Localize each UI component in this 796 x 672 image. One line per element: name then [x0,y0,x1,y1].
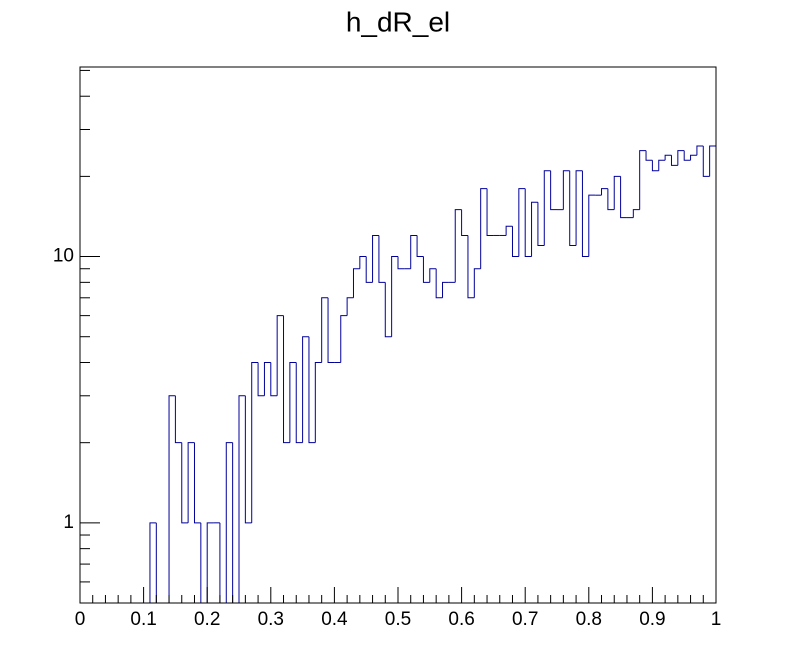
histogram-bin [607,188,615,211]
histogram-bin [645,150,653,161]
histogram-bin [461,209,468,236]
histogram-bin [200,522,202,603]
histogram-bin [531,201,538,257]
histogram-bin [416,235,424,258]
histogram-bin [422,256,430,283]
histogram-bin [193,442,201,524]
histogram-bin [613,175,621,210]
histogram-bin [632,209,640,218]
plot-area [149,145,716,603]
histogram-bin [327,297,335,364]
histogram-bin [664,154,672,161]
frame [79,66,717,604]
x-tick-label: 0 [75,609,86,630]
histogram-bin [601,188,608,196]
histogram-bin [283,315,290,444]
chart-title: h_dR_el [346,6,450,37]
histogram-bin [314,362,322,443]
x-tick-label: 0.6 [448,609,474,630]
histogram-bin [270,362,278,397]
histogram-bin [391,256,398,337]
histogram-bin [511,226,519,258]
histogram-bin [505,225,513,236]
x-tick-label: 0.8 [576,609,602,630]
x-tick-label: 0.4 [321,609,348,630]
histogram-bin [244,395,252,524]
histogram-bin [486,188,494,236]
x-tick-label: 0.7 [512,609,538,630]
histogram-bin [352,268,360,298]
histogram-bin [359,256,367,269]
histogram-bin [149,522,157,603]
histogram-bin [473,268,481,298]
histogram-bin [397,256,405,270]
histogram-bin [620,176,627,219]
histogram-bin [562,170,570,210]
histogram-bin [658,159,666,171]
histogram-bin [543,170,551,246]
x-tick-label: 0.1 [130,609,156,630]
histogram-bin [690,154,697,161]
histogram-bin [588,194,596,257]
histogram-bin [295,362,303,444]
histogram-bin [181,442,189,524]
histogram-bin [263,362,271,396]
histogram-bin [257,362,265,397]
histogram-bin [289,362,297,443]
histogram-bin [168,395,176,603]
y-tick-label: 1 [63,512,74,533]
x-tick-label: 0.9 [639,609,665,630]
histogram-bin [302,336,309,443]
histogram-bin [378,235,386,283]
histogram-bin [683,150,691,161]
histogram-bin [225,442,233,603]
histogram-bin [524,188,532,258]
x-tick-label: 1 [711,609,722,630]
histogram-bin [276,315,284,396]
histogram-bin [365,256,373,283]
histogram-bin [467,235,475,299]
histogram-bin [321,297,329,363]
histogram-bin [454,209,462,283]
histogram-bin [480,188,488,269]
histogram-bin [702,146,710,177]
histogram-bin [639,150,647,210]
histogram-bin [219,522,221,603]
histogram-bin [384,282,392,338]
histogram-bin [238,395,246,603]
histogram-bin [187,442,195,523]
histogram-bin [429,268,437,283]
histogram-bin [518,188,526,257]
histogram-bin [340,315,348,363]
y-tick-label: 10 [53,246,74,267]
histogram-bin [308,336,316,444]
histogram-bin [550,170,557,211]
histogram-bin [410,234,418,269]
histogram-bin [251,362,259,523]
histogram-bin [670,155,678,166]
histogram-bin [575,170,583,246]
x-tick-label: 0.5 [385,609,411,630]
histogram-bin [537,202,545,247]
histogram-bin [232,442,234,603]
x-tick-label: 0.3 [258,609,284,630]
histogram-bin [677,150,685,166]
histogram-bin [581,170,589,258]
x-tick-label: 0.2 [194,609,220,630]
histogram-bin [696,145,704,156]
histogram-bin [435,268,443,299]
histogram-bin [155,522,157,603]
histogram-bin [174,395,182,444]
histogram-bin [569,170,577,247]
histogram-bin [651,160,659,172]
histogram-bin [442,281,449,298]
histogram-bin [206,522,214,603]
histogram-bin [346,297,354,316]
histogram-bin [709,145,716,177]
histogram-bin [372,234,379,283]
